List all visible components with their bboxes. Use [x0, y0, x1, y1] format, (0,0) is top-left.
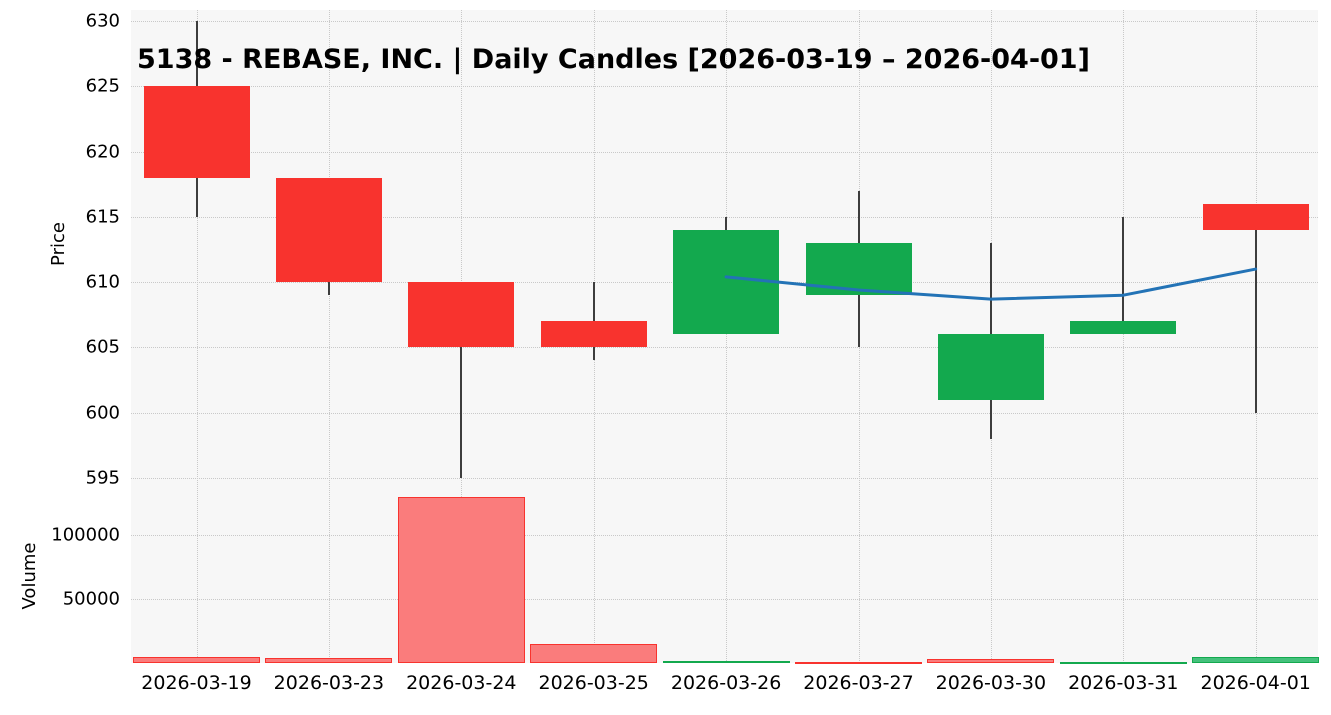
- candle-body: [937, 334, 1044, 400]
- date-tick-label: 2026-03-25: [538, 672, 649, 694]
- price-tick-label: 610: [85, 271, 120, 293]
- price-gridline: [131, 151, 1318, 153]
- volume-bar: [397, 496, 525, 663]
- candle-wick: [592, 282, 595, 361]
- date-tick-label: 2026-03-23: [273, 672, 385, 694]
- price-gridline: [131, 412, 1318, 414]
- volume-gridline: [131, 599, 1318, 600]
- price-gridline: [131, 216, 1318, 218]
- candle-body: [805, 242, 912, 296]
- candle-wick: [1254, 203, 1257, 413]
- volume-tick-label: 50000: [62, 588, 120, 610]
- volume-tick-label: 100000: [51, 524, 120, 546]
- price-gridline: [131, 21, 1318, 22]
- candle-body: [143, 86, 250, 178]
- price-tick-label: 630: [85, 10, 120, 32]
- volume-bar: [265, 657, 393, 663]
- plot-area: [131, 10, 1318, 663]
- volume-bar: [1059, 661, 1187, 664]
- price-tick-label: 620: [85, 141, 120, 163]
- chart-title: 5138 - REBASE, INC. | Daily Candles [202…: [137, 44, 1090, 75]
- date-gridline: [328, 10, 330, 663]
- volume-gridline: [131, 535, 1318, 536]
- candle-body: [1070, 321, 1177, 335]
- candle-body: [540, 321, 647, 348]
- price-tick-label: 605: [85, 336, 120, 358]
- price-gridline: [131, 478, 1318, 479]
- date-gridline: [196, 10, 198, 663]
- candle-body: [1202, 203, 1309, 230]
- date-tick-label: 2026-03-26: [670, 672, 782, 694]
- candle-body: [275, 177, 382, 283]
- price-axis-label: Price: [48, 222, 69, 266]
- candle-wick: [1122, 216, 1125, 335]
- date-tick-label: 2026-04-01: [1200, 672, 1311, 694]
- candle-wick: [460, 282, 463, 478]
- volume-bar: [530, 643, 658, 663]
- volume-bar: [133, 657, 260, 663]
- date-tick-label: 2026-03-24: [406, 672, 517, 694]
- date-gridline: [1123, 10, 1125, 663]
- price-tick-label: 615: [85, 206, 120, 228]
- volume-axis-label: Volume: [19, 542, 40, 610]
- price-tick-label: 625: [85, 75, 120, 97]
- price-gridline: [131, 347, 1318, 349]
- price-tick-label: 600: [85, 402, 120, 424]
- date-tick-label: 2026-03-19: [141, 672, 252, 694]
- candle-body: [673, 229, 780, 335]
- price-gridline: [131, 86, 1318, 88]
- volume-bar: [927, 659, 1055, 663]
- volume-bar: [1192, 657, 1320, 663]
- price-tick-label: 595: [85, 467, 120, 489]
- candle-body: [408, 282, 515, 348]
- date-tick-label: 2026-03-31: [1068, 672, 1179, 694]
- date-tick-label: 2026-03-27: [803, 672, 914, 694]
- date-gridline: [726, 10, 728, 663]
- volume-bar: [662, 661, 790, 664]
- volume-bar: [795, 661, 922, 664]
- date-tick-label: 2026-03-30: [935, 672, 1047, 694]
